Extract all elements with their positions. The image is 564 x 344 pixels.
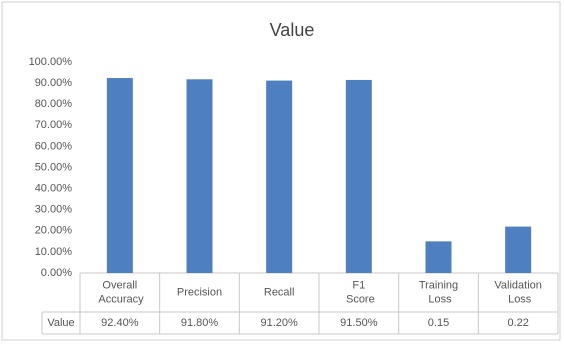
y-tick-label: 100.00%: [29, 56, 73, 68]
y-tick-label: 20.00%: [35, 225, 73, 237]
y-tick-label: 30.00%: [35, 204, 73, 216]
data-label: 0.22: [507, 317, 528, 329]
x-tick-label: Recall: [264, 286, 295, 298]
x-tick-label: Validation Loss: [494, 279, 542, 305]
data-label: 0.15: [428, 317, 449, 329]
y-tick-label: 10.00%: [35, 246, 73, 258]
x-tick-label: Precision: [177, 286, 222, 298]
x-tick-label: Training Loss: [419, 279, 458, 305]
y-tick-label: 40.00%: [35, 183, 73, 195]
y-tick-label: 90.00%: [35, 77, 73, 89]
y-tick-label: 60.00%: [35, 140, 73, 152]
data-label: 92.40%: [101, 317, 139, 329]
bar: [345, 79, 372, 273]
x-tick-label: F1 Score: [343, 279, 375, 305]
bar: [505, 226, 532, 273]
bar: [425, 241, 452, 273]
series-name: Value: [47, 317, 74, 329]
chart-title: Value: [270, 20, 315, 40]
bar: [186, 79, 213, 273]
bar: [106, 78, 133, 273]
data-label: 91.50%: [340, 317, 378, 329]
x-tick-label: Overall Accuracy: [96, 279, 144, 305]
y-tick-label: 80.00%: [35, 98, 73, 110]
data-label: 91.20%: [261, 317, 299, 329]
y-tick-label: 50.00%: [35, 161, 73, 173]
data-label: 91.80%: [181, 317, 219, 329]
y-tick-label: 70.00%: [35, 119, 73, 131]
y-tick-label: 0.00%: [41, 267, 72, 279]
bar: [266, 80, 293, 274]
